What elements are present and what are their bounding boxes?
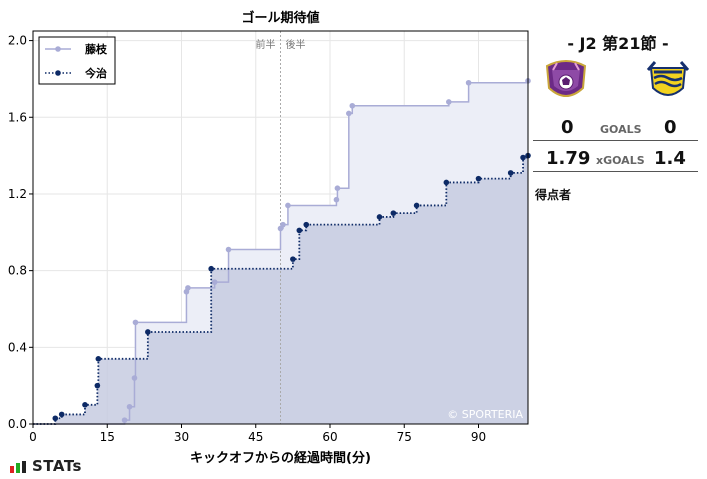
series-0-point — [211, 279, 218, 285]
series-1-point — [94, 382, 101, 389]
series-1-point — [507, 170, 514, 176]
chart-title: ゴール期待値 — [241, 10, 319, 26]
x-axis-label: キックオフからの経過時間(分) — [190, 450, 371, 466]
series-0-point — [126, 403, 133, 410]
y-tick-label: 0.4 — [8, 340, 27, 354]
xgoals-label: xGOALS — [596, 154, 645, 167]
x-tick-label: 15 — [100, 430, 115, 444]
legend-marker-1 — [55, 70, 61, 76]
series-0-point — [349, 102, 356, 109]
imabari-crest-icon — [646, 61, 690, 96]
x-tick-label: 30 — [174, 430, 189, 444]
xg-chart: 前半 後半 0 15 30 45 60 75 90 0.0 0.4 0.8 1.2 1.6 2.0 ゴール期待… — [8, 10, 531, 466]
home-goals-value: 0 — [561, 117, 574, 138]
stats-brand-label: STATs — [32, 457, 82, 475]
series-1-point — [376, 214, 383, 220]
series-0-point — [346, 110, 352, 117]
series-1-point — [475, 175, 482, 182]
series-0-point — [334, 185, 341, 191]
series-1-point — [82, 402, 88, 408]
series-0-point — [285, 202, 291, 209]
series-0-point — [333, 196, 340, 203]
x-tick-label: 60 — [322, 430, 337, 444]
scorers-heading: 得点者 — [535, 188, 572, 202]
series-1-point — [290, 256, 296, 262]
series-0-point — [185, 285, 191, 291]
goals-label: GOALS — [600, 123, 642, 136]
series-0-point — [121, 417, 128, 423]
fujieda-crest-icon — [545, 60, 587, 97]
series-1-point — [95, 356, 102, 362]
watermark: © SPORTERIA — [447, 408, 523, 421]
series-1-point — [413, 202, 420, 209]
series-1-point — [145, 329, 151, 335]
x-tick-label: 45 — [248, 430, 263, 444]
y-tick-label: 0.0 — [8, 417, 27, 431]
xgoals-row: 1.79 xGOALS 1.4 — [533, 147, 698, 172]
y-tick-label: 1.6 — [8, 110, 27, 124]
series-1-point — [303, 221, 310, 228]
series-0-point — [446, 99, 452, 105]
series-0-point — [225, 246, 232, 253]
second-half-label: 後半 — [286, 38, 306, 51]
series-1-point — [390, 210, 397, 216]
stats-bars-icon — [10, 461, 26, 473]
series-0-point — [131, 375, 138, 381]
series-1-point — [520, 154, 526, 161]
series-1-point — [208, 265, 214, 272]
match-summary-panel: - J2 第21節 - 0 GOALS 0 1.79 xGOALS 1.4 得点… — [533, 0, 707, 479]
y-tick-label: 1.2 — [8, 187, 27, 201]
first-half-label: 前半 — [256, 38, 276, 51]
series-0-point — [280, 221, 286, 228]
legend-marker-0 — [55, 46, 61, 52]
away-xg-value: 1.4 — [654, 148, 686, 169]
series-1-point — [296, 227, 303, 234]
y-tick-label: 2.0 — [8, 34, 27, 48]
match-round-title: - J2 第21節 - — [567, 34, 669, 53]
x-tick-label: 90 — [471, 430, 486, 444]
series-0-point — [465, 79, 472, 86]
x-tick-label: 0 — [29, 430, 37, 444]
x-tick-label: 75 — [397, 430, 412, 444]
y-tick-label: 0.8 — [8, 264, 27, 278]
legend-label-0: 藤枝 — [85, 42, 108, 56]
series-1-point — [58, 411, 65, 418]
series-1-point — [52, 415, 59, 422]
away-goals-value: 0 — [664, 117, 677, 138]
series-area-1 — [33, 155, 528, 425]
legend-box — [38, 36, 116, 85]
goals-row: 0 GOALS 0 — [533, 116, 698, 141]
series-1-point — [443, 179, 450, 186]
legend-label-1: 今治 — [84, 66, 107, 80]
home-xg-value: 1.79 — [546, 148, 591, 169]
series-0-point — [132, 319, 139, 326]
plot-frame — [32, 30, 529, 425]
